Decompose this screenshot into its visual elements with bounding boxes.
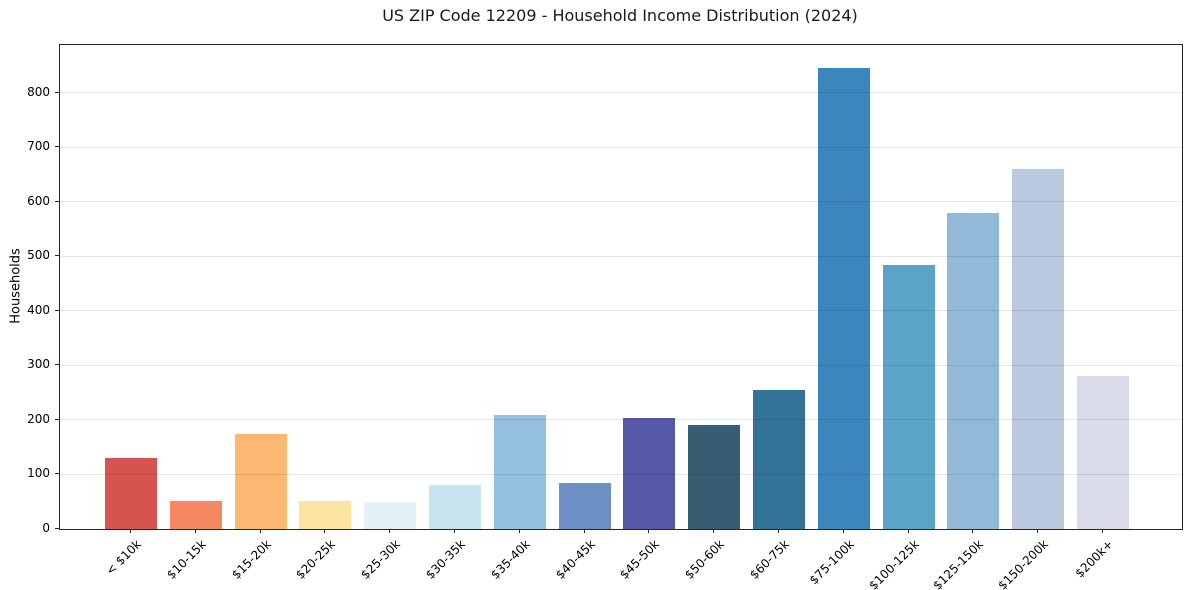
bar-45-50k [623, 418, 676, 529]
x-tick-mark [972, 529, 974, 533]
x-tick-mark [130, 529, 131, 533]
x-tick-label: $25-30k [358, 537, 404, 582]
x-tick-label: $45-50k [617, 537, 663, 582]
x-tick-mark [713, 529, 715, 533]
y-tick-mark [55, 528, 59, 529]
y-tick-label: 700 [27, 139, 50, 154]
y-gridline [60, 364, 1182, 366]
x-tick-mark [259, 529, 261, 533]
x-tick-mark [842, 529, 844, 533]
x-tick-mark [194, 529, 196, 533]
y-tick-mark [55, 418, 59, 420]
y-tick-mark [55, 309, 59, 311]
x-tick-mark [778, 529, 779, 533]
bar-150-200k [1012, 169, 1065, 529]
x-tick-label: $35-40k [487, 537, 533, 582]
bar-100-125k [882, 264, 935, 529]
y-tick-mark [55, 91, 59, 93]
bar-10-15k [169, 500, 222, 529]
y-tick-label: 0 [42, 521, 50, 535]
x-tick-label: $50-60k [682, 537, 728, 582]
bar-30-35k [429, 485, 481, 529]
y-tick-label: 100 [27, 466, 50, 481]
y-gridline [60, 92, 1182, 94]
y-gridline [60, 255, 1182, 257]
x-tick-mark [1037, 529, 1039, 533]
bar-75-100k [817, 68, 870, 529]
bar-35-40k [493, 414, 546, 529]
bar-40-45k [558, 482, 611, 529]
y-tick-label: 200 [27, 411, 50, 426]
x-tick-label: $60-75k [747, 537, 792, 582]
y-tick-label: 500 [27, 248, 50, 263]
x-tick-label: < $10k [103, 537, 144, 578]
plot-area [59, 44, 1183, 530]
x-tick-mark [324, 529, 326, 533]
y-tick-label: 400 [27, 302, 50, 317]
x-tick-label: $10-15k [163, 537, 209, 582]
bar-25-30k [364, 501, 417, 529]
y-tick-mark [55, 200, 59, 202]
y-tick-label: 300 [27, 357, 50, 372]
y-gridline [60, 146, 1182, 148]
bar-125-150k [947, 212, 1000, 529]
x-tick-label: $75-100k [806, 537, 857, 588]
x-tick-mark [907, 529, 909, 533]
bar-10k [105, 458, 157, 529]
bar-200k [1077, 376, 1129, 529]
y-gridline [60, 419, 1182, 421]
y-tick-mark [55, 364, 59, 366]
x-tick-label: $20-25k [293, 537, 339, 582]
y-tick-mark [55, 146, 59, 148]
y-tick-mark [55, 473, 59, 475]
bar-15-20k [234, 433, 287, 529]
x-tick-label: $40-45k [552, 537, 598, 582]
bar-50-60k [688, 424, 741, 529]
y-tick-label: 800 [27, 84, 50, 99]
bar-60-75k [753, 390, 805, 529]
y-tick-mark [55, 255, 59, 257]
x-tick-mark [1102, 529, 1103, 533]
x-tick-mark [518, 529, 520, 533]
x-tick-label: $100-125k [865, 537, 922, 590]
x-tick-label: $200k+ [1072, 537, 1116, 581]
x-tick-label: $15-20k [228, 537, 274, 582]
x-tick-mark [389, 529, 391, 533]
x-tick-mark [454, 529, 455, 533]
x-tick-label: $150-200k [995, 537, 1052, 590]
x-tick-label: $125-150k [930, 537, 987, 590]
x-tick-mark [648, 529, 650, 533]
y-gridline [60, 310, 1182, 312]
y-gridline [60, 473, 1182, 475]
x-tick-label: $30-35k [423, 537, 468, 582]
chart-title: US ZIP Code 12209 - Household Income Dis… [382, 6, 858, 25]
y-tick-label: 600 [27, 193, 50, 208]
y-gridline [60, 201, 1182, 203]
x-tick-mark [583, 529, 585, 533]
bar-20-25k [299, 500, 352, 529]
